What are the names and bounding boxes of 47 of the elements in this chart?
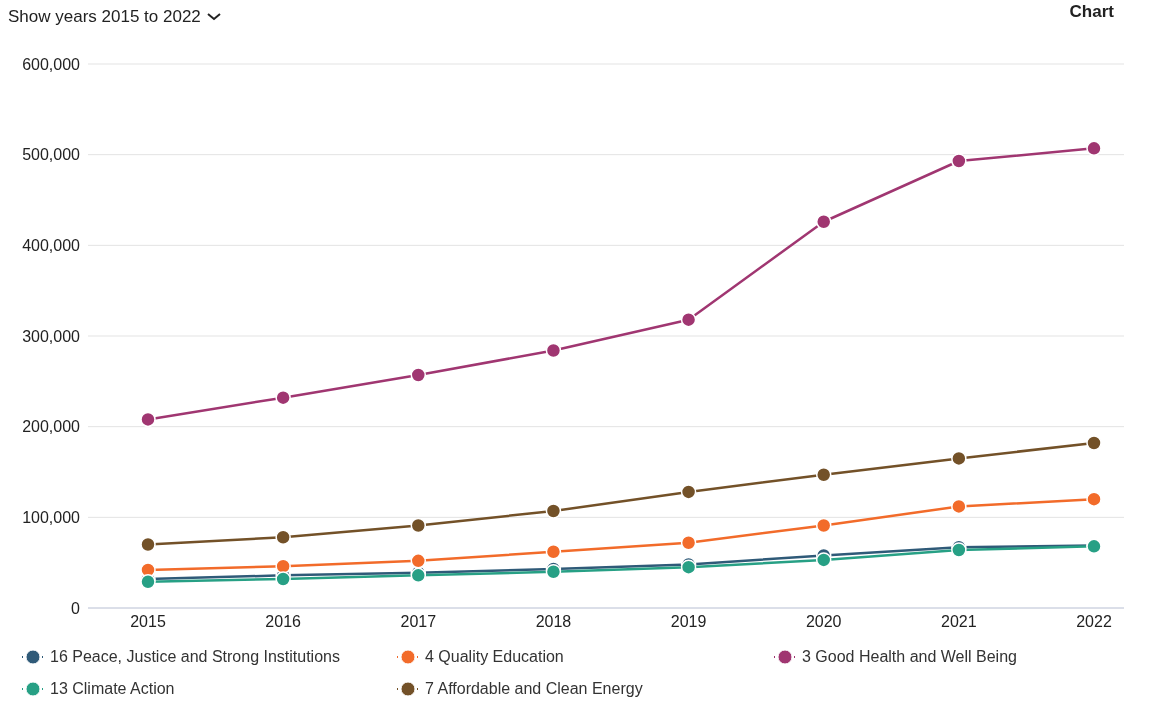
point — [680, 311, 697, 328]
point — [410, 553, 427, 569]
point — [410, 367, 427, 383]
point — [815, 552, 832, 568]
point — [275, 558, 291, 575]
point — [815, 466, 832, 483]
legend-label: 3 Good Health and Well Being — [802, 648, 1017, 666]
y-tick-label: 100,000 — [22, 509, 81, 527]
point — [680, 484, 697, 500]
point — [1086, 435, 1102, 451]
point — [140, 536, 156, 553]
point — [1086, 491, 1102, 507]
point — [275, 571, 291, 587]
legend-label: 16 Peace, Justice and Strong Institutions — [50, 648, 340, 666]
x-tick-label: 2016 — [265, 613, 302, 631]
point — [951, 450, 967, 467]
point — [680, 534, 697, 551]
point — [275, 529, 291, 546]
point — [951, 498, 967, 515]
legend-label: 7 Affordable and Clean Energy — [425, 680, 643, 698]
point — [951, 153, 967, 169]
y-tick-label: 200,000 — [22, 418, 81, 436]
x-tick-label: 2015 — [130, 613, 166, 631]
point — [1086, 140, 1102, 157]
point — [815, 517, 832, 534]
point — [410, 517, 427, 534]
point — [815, 214, 832, 230]
point — [545, 342, 562, 359]
text: Show years 2015 to 2022 — [8, 7, 201, 27]
legend-label: 4 Quality Education — [425, 648, 564, 666]
y-tick-label: 0 — [71, 599, 81, 617]
point — [275, 389, 291, 406]
x-tick-label: 2022 — [1076, 613, 1112, 631]
x-tick-label: 2017 — [400, 613, 437, 631]
x-tick-label: 2019 — [670, 613, 707, 631]
point — [545, 544, 562, 560]
point — [545, 503, 562, 519]
legend-label: 13 Climate Action — [50, 680, 175, 698]
y-tick-label: 500,000 — [22, 146, 81, 164]
x-tick-label: 2018 — [535, 613, 572, 631]
text: Chart — [1069, 2, 1114, 22]
y-tick-label: 400,000 — [22, 237, 81, 255]
y-tick-label: 600,000 — [22, 55, 81, 73]
x-tick-label: 2021 — [941, 613, 977, 631]
y-tick-label: 300,000 — [22, 327, 81, 345]
x-tick-label: 2020 — [805, 613, 842, 631]
point — [140, 411, 156, 428]
